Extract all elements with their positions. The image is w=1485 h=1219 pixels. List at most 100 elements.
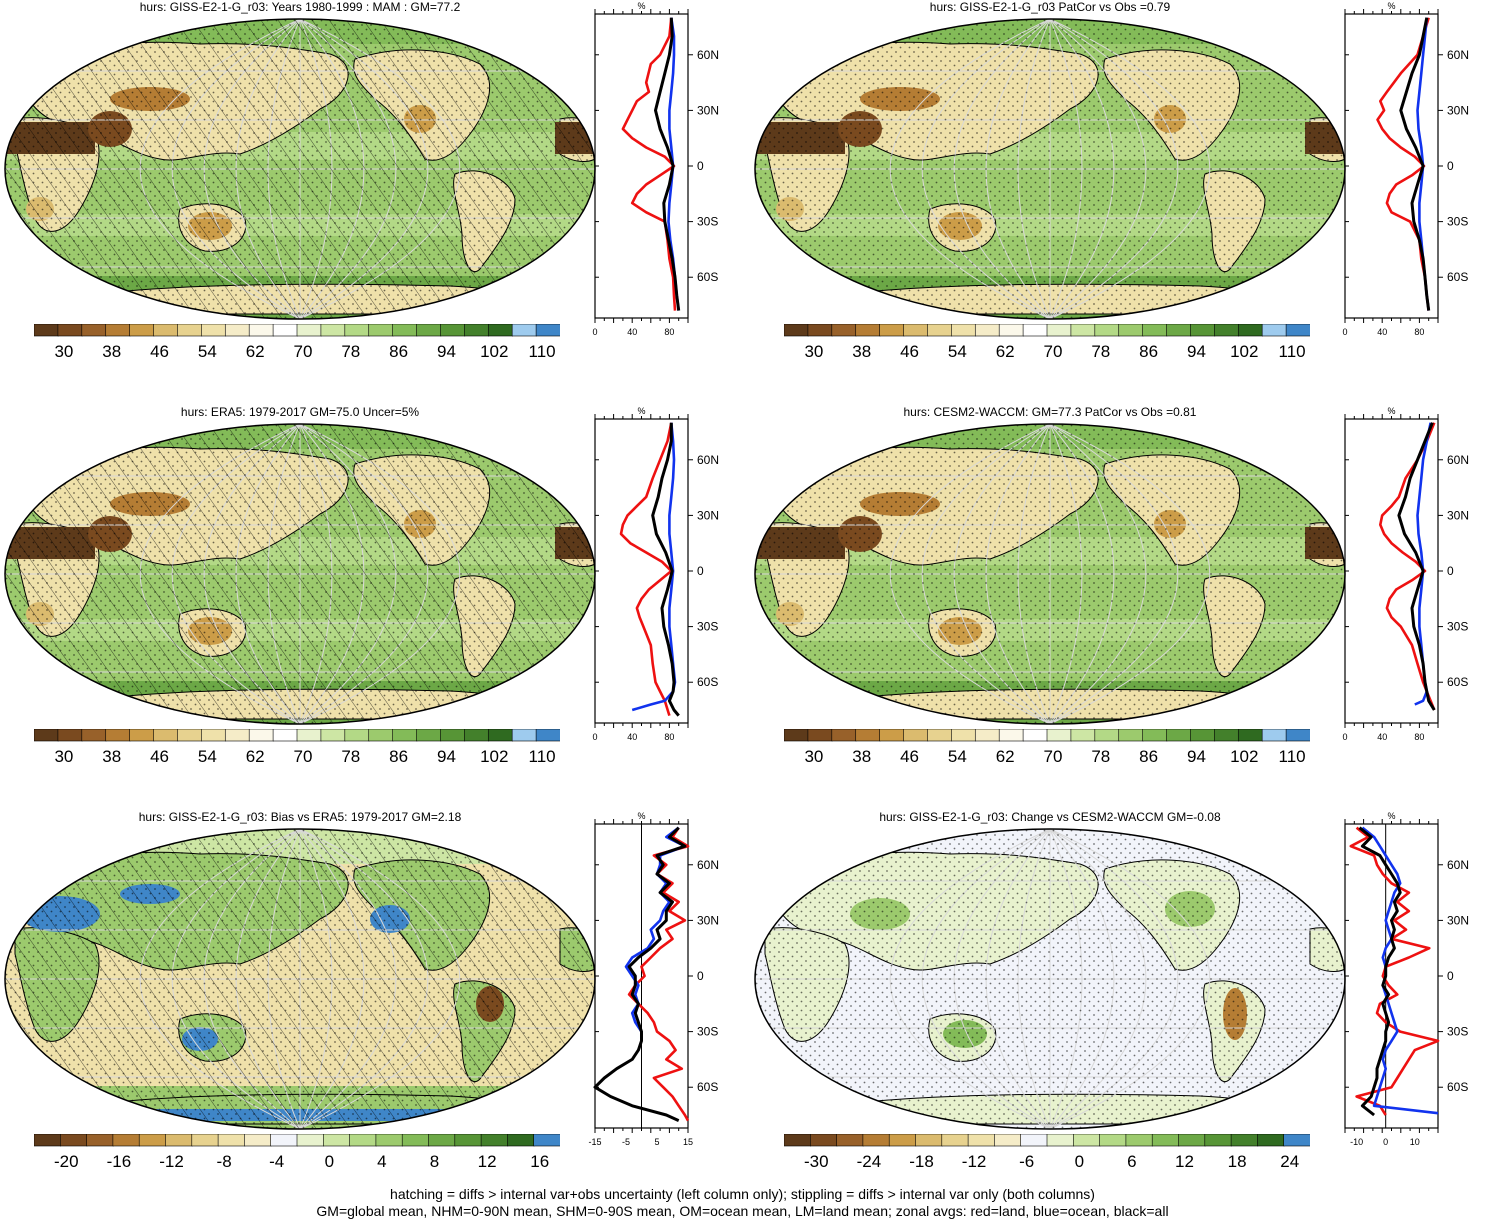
colorbar-swatch <box>59 1134 88 1147</box>
colorbar: 30 38 46 54 62 70 78 86 94 102 110 <box>784 729 1310 766</box>
colorbar-label: 54 <box>948 342 967 361</box>
colorbar-swatch <box>57 324 83 337</box>
colorbar-label: 12 <box>1175 1152 1194 1171</box>
zonal-profile: % 60N 30N 0 30S 60S 0 40 80 <box>1342 1 1469 337</box>
colorbar-swatch <box>1125 1134 1153 1147</box>
profile-x-label: -10 <box>1350 1137 1363 1147</box>
colorbar-swatch <box>81 729 107 742</box>
colorbar-label: 46 <box>150 747 169 766</box>
profile-x-label: 40 <box>1377 732 1387 742</box>
profile-lat-label: 30N <box>697 508 719 522</box>
colorbar-label: 110 <box>529 747 556 766</box>
colorbar-label: 54 <box>948 747 967 766</box>
colorbar-swatch <box>807 729 833 742</box>
colorbar-label: 70 <box>1044 747 1063 766</box>
colorbar-swatch <box>1020 1134 1048 1147</box>
profile-lat-label: 60S <box>1447 675 1468 689</box>
colorbar-swatch <box>888 1134 917 1147</box>
colorbar-label: 46 <box>150 342 169 361</box>
colorbar-swatch <box>349 1134 377 1147</box>
panel-title: hurs: GISS-E2-1-G_r03: Bias vs ERA5: 197… <box>138 810 462 824</box>
colorbar-swatch <box>1190 729 1216 742</box>
colorbar-swatch <box>244 1134 272 1147</box>
colorbar-swatch <box>1261 729 1287 742</box>
colorbar-swatch <box>1214 729 1240 742</box>
colorbar-swatch <box>464 324 490 337</box>
robinson-map <box>4 423 596 725</box>
profile-unit: % <box>637 406 645 416</box>
colorbar-swatch <box>1261 324 1287 337</box>
colorbar-swatch <box>1285 729 1310 742</box>
profile-x-label: 40 <box>627 327 637 337</box>
colorbar-label: 4 <box>377 1152 386 1171</box>
profile-lat-label: 0 <box>1447 159 1454 173</box>
profile-lat-label: 0 <box>697 969 704 983</box>
colorbar-swatch <box>1118 729 1144 742</box>
profile-x-label: 40 <box>1377 327 1387 337</box>
colorbar-swatch <box>784 729 809 742</box>
colorbar-swatch <box>1214 324 1240 337</box>
profile-lat-label: 30N <box>697 103 719 117</box>
colorbar-swatch <box>998 324 1024 337</box>
profile-line-red <box>1379 422 1436 711</box>
profile-x-label: 0 <box>592 732 597 742</box>
profile-lat-label: 30N <box>1447 508 1469 522</box>
panel-giss-patcor: hurs: GISS-E2-1-G_r03 PatCor vs Obs =0.7… <box>750 0 1485 405</box>
colorbar-swatch <box>994 1134 1022 1147</box>
colorbar-swatch <box>344 729 370 742</box>
colorbar-swatch <box>320 324 346 337</box>
profile-lat-label: 60S <box>697 270 718 284</box>
colorbar-swatch <box>201 324 227 337</box>
colorbar-swatch <box>34 1134 62 1147</box>
colorbar: 30 38 46 54 62 70 78 86 94 102 110 <box>784 324 1310 361</box>
colorbar-label: -6 <box>1019 1152 1034 1171</box>
stippling-overlay <box>755 19 1345 319</box>
colorbar-label: 54 <box>198 747 217 766</box>
colorbar-swatch <box>322 1134 351 1147</box>
panel-title: hurs: ERA5: 1979-2017 GM=75.0 Uncer=5% <box>180 405 420 419</box>
colorbar-swatch <box>296 1134 325 1147</box>
profile-lat-label: 30N <box>1447 103 1469 117</box>
colorbar-swatch <box>1237 729 1263 742</box>
colorbar-swatch <box>1190 324 1216 337</box>
colorbar-swatch <box>1070 729 1096 742</box>
colorbar-label: 94 <box>437 342 456 361</box>
profile-unit: % <box>1387 1 1395 11</box>
panel-title: hurs: GISS-E2-1-G_r03: Change vs CESM2-W… <box>879 810 1221 824</box>
robinson-map <box>4 828 596 1130</box>
colorbar-label: 12 <box>478 1152 497 1171</box>
colorbar-swatch <box>296 324 322 337</box>
colorbar-label: -12 <box>159 1152 184 1171</box>
colorbar-swatch <box>1046 324 1072 337</box>
footer-note-legend: GM=global mean, NHM=0-90N mean, SHM=0-90… <box>316 1203 1169 1219</box>
colorbar-swatch <box>1022 324 1048 337</box>
colorbar-swatch <box>1142 729 1168 742</box>
colorbar-label: 86 <box>389 342 408 361</box>
colorbar-swatch <box>1257 1134 1285 1147</box>
colorbar-swatch <box>224 324 250 337</box>
profile-lat-label: 60N <box>1447 858 1469 872</box>
colorbar-swatch <box>1046 1134 1075 1147</box>
colorbar-swatch <box>855 729 881 742</box>
colorbar-swatch <box>464 729 490 742</box>
profile-x-label: 0 <box>592 327 597 337</box>
profile-x-label: 80 <box>1414 732 1424 742</box>
profile-lat-label: 30S <box>1447 215 1468 229</box>
colorbar-swatch <box>368 324 394 337</box>
profile-lat-label: 30S <box>1447 1025 1468 1039</box>
colorbar-swatch <box>1072 1134 1101 1147</box>
colorbar-swatch <box>1022 729 1048 742</box>
profile-line-black <box>654 17 681 311</box>
hatching-overlay <box>5 424 595 724</box>
profile-lat-label: 60S <box>1447 1080 1468 1094</box>
colorbar-swatch <box>401 1134 430 1147</box>
colorbar-swatch <box>862 1134 891 1147</box>
profile-x-label: -5 <box>622 1137 630 1147</box>
stippling-overlay <box>755 829 1345 1129</box>
colorbar-label: 102 <box>480 747 508 766</box>
colorbar-label: 62 <box>246 342 265 361</box>
profile-lat-label: 60S <box>697 675 718 689</box>
colorbar-swatch <box>272 324 298 337</box>
colorbar-swatch <box>1204 1134 1232 1147</box>
colorbar-swatch <box>368 729 394 742</box>
